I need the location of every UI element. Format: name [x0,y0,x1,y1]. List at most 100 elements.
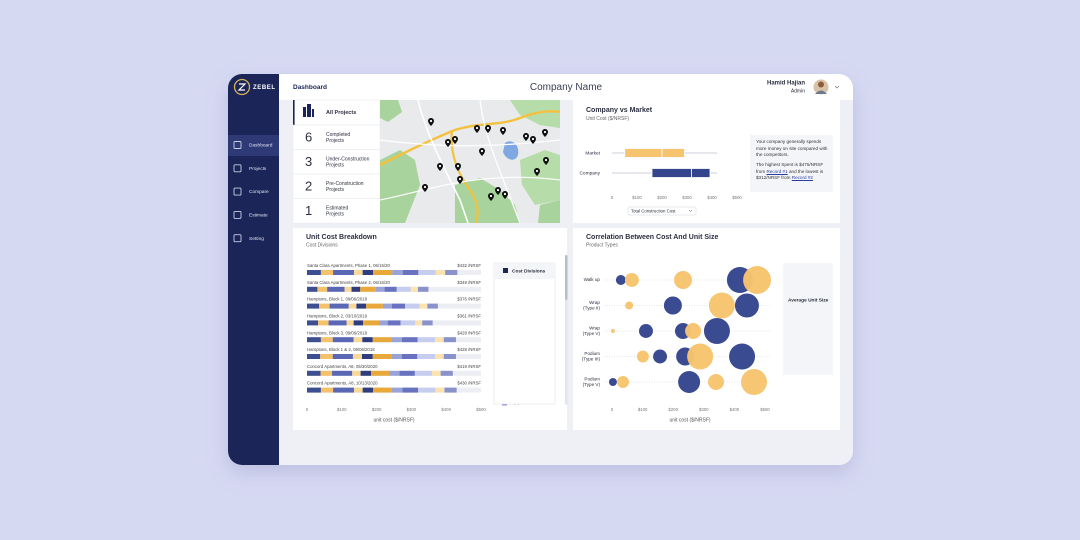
bar-segment [445,270,458,275]
bar-segment [414,370,432,376]
bar-segment [418,286,429,292]
y-category-label: (Type II) [583,306,600,311]
row-total: $428 /NRSF [457,330,481,335]
x-tick-label: $200 [668,407,678,412]
bar-segment [373,387,392,393]
y-category-label: Walk up [584,277,601,282]
all-projects-icon [303,104,314,117]
bar-segment [371,370,390,376]
bar-segment [366,303,383,309]
bubble [636,350,649,363]
note-high: The highest Spent is $475/NRSF from [756,161,824,174]
bubble [734,293,759,318]
bar-segment [346,320,354,326]
bar-segment [396,286,411,292]
record-link[interactable]: Record #1 [766,168,788,174]
project-label: Estimated [326,205,348,211]
dropdown-label[interactable]: Total Construction Cost [631,208,676,213]
x-tick-label: $300 [682,195,692,200]
user-name[interactable]: Hamid Hajian [767,81,805,87]
bar-segment [399,370,415,376]
bar-segment [353,270,363,275]
map[interactable] [380,100,560,223]
x-tick-label: $500 [760,407,770,412]
bar-segment [353,387,363,393]
menu-item[interactable]: Compare [249,189,269,195]
bar-segment [327,286,345,292]
bar-segment [389,370,400,376]
project-tab[interactable] [292,149,381,175]
bar-segment [329,303,349,309]
bubble [653,349,668,364]
bar-segment [372,337,392,343]
menu-item[interactable]: Projects [249,166,267,172]
x-tick-label: $400 [441,407,451,412]
project-count: 3 [305,154,312,169]
record-link[interactable]: Record #2 [791,175,813,181]
menu-item[interactable]: Estimate [249,212,268,218]
bar-segment [402,337,418,343]
bar-segment [375,286,385,292]
logo-glyph [237,83,247,91]
menu-icon[interactable] [233,210,242,219]
menu-icon[interactable] [233,234,242,243]
y-category-label: (Type III) [582,357,601,362]
user-menu-chevron[interactable] [834,85,840,89]
row-label: Hamptons, Block 3, 09/06/2018 [307,330,368,335]
row-label: Concord Apartments, A8, 10/13/2020 [307,381,378,386]
x-tick-label: 0 [306,407,309,412]
project-tab[interactable] [292,124,381,150]
bar-segment [443,337,456,343]
project-label: Projects [326,138,345,144]
bar-segment [307,370,321,376]
bar-segment [417,337,436,343]
bar-segment [392,270,403,275]
scrollbar-thumb[interactable] [565,255,568,300]
note-box [750,135,833,192]
project-label: Pre-Construction [326,181,364,187]
x-tick-label: $200 [657,195,667,200]
dropdown-caret[interactable] [688,209,693,212]
menu-icon[interactable] [233,187,242,196]
menu-item[interactable]: Setting [249,236,264,242]
all-projects-label[interactable]: All Projects [326,110,356,116]
bar-segment [353,320,364,326]
bar-segment [372,354,392,359]
bar-segment [391,354,403,359]
bar-segment [352,370,361,376]
x-tick-label: $100 [337,407,347,412]
bar-segment [435,354,444,359]
bar-segment [361,354,373,359]
x-tick-label: $100 [632,195,642,200]
bar-segment [363,320,380,326]
project-tab[interactable] [292,173,381,199]
menu-item[interactable]: Dashboard [249,143,273,149]
bar-segment [320,370,333,376]
row-total: $361 /NRSF [457,314,481,319]
bar-segment [362,270,374,275]
stacked-bars: Santa Clara Apartments, Phase 1, 06/15/2… [306,263,548,423]
division-legend-header [494,263,555,279]
bar-segment [402,270,419,275]
box-upper [691,168,711,178]
bar-segment [435,270,446,275]
bubble [678,371,701,393]
x-tick-label: $400 [707,195,717,200]
project-tab[interactable] [292,198,381,224]
y-category-label: Podium [584,376,600,381]
y-category-label: Company [579,170,600,176]
bubble [685,322,702,340]
bubble [625,301,634,310]
sidebar [228,74,279,465]
bar-segment [360,370,372,376]
avatar-head [818,81,824,88]
row-label: Hamptons, Block 1 & 2, 09/06/2018 [307,347,375,352]
bar-segment [400,320,416,326]
menu-icon[interactable] [233,141,242,149]
row-total: $376 /NRSF [457,297,481,302]
dropdown[interactable] [627,206,697,216]
panel-subtitle: Cost Divisions [306,242,338,248]
menu-icon[interactable] [233,164,242,173]
